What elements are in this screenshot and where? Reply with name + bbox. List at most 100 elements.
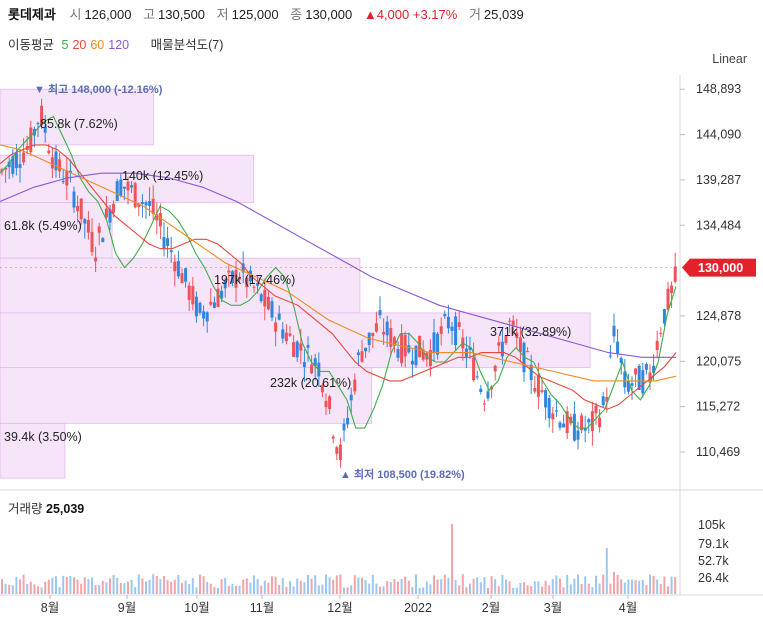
candle-body — [194, 296, 198, 317]
candle-body — [558, 422, 562, 428]
volume-bar — [65, 577, 68, 594]
candle-body — [623, 371, 627, 388]
candle-body — [637, 365, 641, 390]
volume-bar — [641, 579, 644, 594]
volume-bar — [29, 581, 32, 594]
indicator-bar: 이동평균 5 20 60 120 매물분석도(7) — [8, 34, 227, 53]
candle-body — [392, 337, 396, 346]
candle-body — [324, 400, 328, 408]
candle-body — [580, 415, 584, 431]
candle-body — [454, 316, 458, 346]
open-price: 126,000 — [84, 7, 132, 22]
volume-bar — [382, 586, 385, 594]
candle-body — [68, 170, 72, 173]
candle-body — [166, 238, 170, 247]
candle-body — [299, 343, 303, 351]
candle-body — [508, 320, 512, 322]
volume-bar — [627, 579, 630, 594]
candle-body — [616, 341, 620, 354]
candle-body — [342, 423, 346, 431]
volume-bar — [325, 574, 327, 594]
volume-profile-bar — [0, 88, 154, 146]
candle-body — [18, 164, 22, 168]
volume-bars — [1, 524, 677, 594]
volume-bar — [371, 574, 374, 594]
volume-bar — [310, 578, 313, 594]
ma-legend-item: 60 — [90, 38, 105, 52]
volume-bar — [551, 579, 554, 594]
candle-body — [360, 351, 364, 362]
y-tick-label: 124,878 — [696, 309, 741, 323]
candle-body — [50, 157, 54, 169]
candle-body — [256, 283, 260, 286]
candle-body — [101, 238, 105, 243]
volume-bar — [26, 583, 29, 594]
x-tick-label: 3월 — [544, 601, 562, 615]
volume-profile-label[interactable]: 매물분석도(7) — [150, 38, 224, 52]
candle-body — [259, 294, 263, 302]
volume-bar — [119, 583, 122, 594]
candle-body — [241, 263, 245, 273]
candle-body — [493, 365, 497, 372]
volume-bar — [674, 577, 677, 594]
candle-body — [673, 266, 677, 282]
volume-profile-bar — [0, 422, 66, 479]
candle-body — [151, 198, 155, 215]
volume-bar — [364, 580, 367, 594]
candle-body — [86, 220, 90, 233]
volume-bar — [429, 584, 432, 594]
candle-body — [220, 290, 224, 299]
volume-bar — [598, 583, 601, 594]
volume-bar — [19, 579, 21, 594]
volume-bar — [418, 587, 421, 594]
moving-average-label[interactable]: 이동평균 — [8, 38, 55, 52]
candle-body — [238, 277, 242, 280]
candle-body — [583, 427, 587, 431]
volume-bar — [562, 587, 565, 594]
volume-bar — [112, 574, 115, 594]
candle-body — [403, 335, 407, 357]
volume-tick-label: 105k — [698, 518, 726, 532]
price-header: 롯데제과 시 126,000 고 130,500 저 125,000 종 130,000… — [8, 4, 532, 23]
volume-bar — [173, 579, 176, 594]
volume-bar — [134, 586, 137, 594]
candle-body — [572, 413, 576, 441]
candle-body — [500, 341, 504, 357]
volume-bar — [213, 587, 216, 594]
candle-body — [173, 261, 177, 272]
volume-bar — [292, 586, 295, 594]
y-tick-label: 115,272 — [696, 400, 740, 414]
scale-mode-toggle[interactable]: Linear — [712, 52, 747, 66]
volume-profile-label: 232k (20.61%) — [270, 376, 351, 390]
volume-bar — [530, 586, 533, 594]
volume-bar — [127, 581, 129, 594]
candle-body — [630, 383, 634, 386]
volume-bar — [80, 583, 83, 594]
volume-bar — [400, 578, 403, 594]
candle-body — [29, 127, 33, 153]
volume-bar — [645, 585, 648, 594]
candle-body — [659, 332, 663, 334]
volume-bar — [569, 584, 572, 594]
candle-body — [230, 271, 234, 284]
volume-bar — [458, 585, 461, 594]
candle-body — [670, 285, 674, 294]
volume-bar — [659, 584, 662, 594]
volume-bar — [289, 581, 291, 594]
volume-bar — [47, 579, 50, 594]
volume-bar — [317, 585, 320, 594]
volume-bar — [512, 587, 515, 594]
volume-bar — [605, 548, 608, 594]
candle-body — [436, 333, 440, 355]
candle-body — [313, 358, 317, 367]
volume-profile-bar — [0, 257, 361, 314]
volume-bar — [375, 583, 378, 594]
candle-body — [382, 331, 386, 335]
volume-bar — [267, 582, 270, 594]
candle-body — [245, 277, 249, 288]
candle-body — [612, 325, 616, 337]
volume-bar — [620, 579, 623, 594]
volume-bar — [476, 577, 479, 594]
candle-body — [644, 363, 648, 370]
